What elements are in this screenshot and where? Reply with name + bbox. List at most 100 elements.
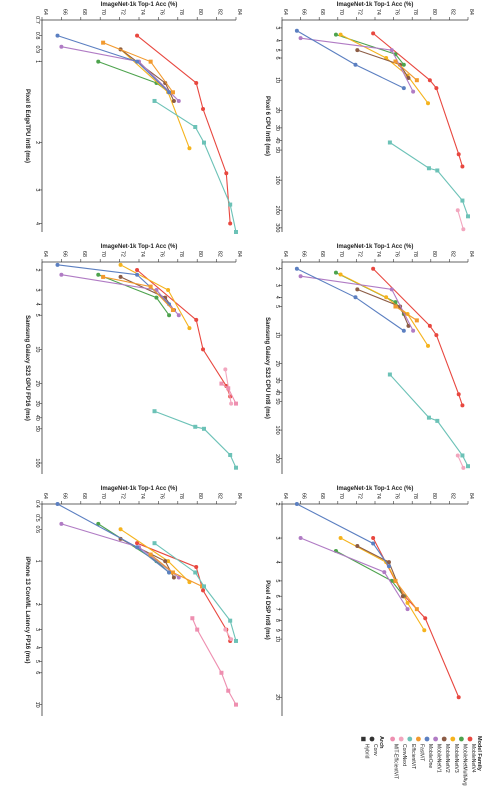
accuracy-tick-label: 80 [197, 493, 203, 499]
latency-tick-label: 40 [34, 415, 40, 421]
data-point [456, 152, 461, 157]
data-point [96, 59, 101, 64]
accuracy-tick-label: 76 [158, 9, 164, 15]
data-point [338, 536, 343, 541]
accuracy-tick-label: 70 [338, 9, 344, 15]
accuracy-tick-label: 80 [197, 251, 203, 257]
chart-panel: 64 66 68 70 72 74 76 78 80 82 84 0.7 0.8 0.9 1 2 3 4 Image… [24, 2, 242, 234]
series-line [372, 268, 463, 406]
data-point [371, 31, 376, 36]
legend-swatch [361, 736, 366, 742]
data-point [96, 521, 101, 526]
latency-tick-label: 30 [34, 401, 40, 407]
chart-panel: 64 66 68 70 72 74 76 78 80 82 84 2 3 4 5 10 20 30 40 50 100 I… [24, 244, 242, 474]
latency-axis-title: Pixel 6 CPU Int8 (ms) [264, 96, 270, 156]
data-point [226, 386, 231, 391]
data-point [405, 607, 410, 612]
latency-tick-label: 0.5 [34, 514, 40, 522]
data-point [223, 367, 228, 372]
accuracy-tick-label: 74 [139, 251, 145, 257]
data-point [423, 616, 428, 621]
data-point [170, 308, 175, 313]
data-point [187, 146, 192, 151]
data-point [223, 627, 228, 632]
latency-tick-label: 40 [274, 389, 280, 395]
data-point [387, 140, 392, 145]
chart-panel: 64 66 68 70 72 74 76 78 80 82 84 2 3 4 5 10 20 30 40 50 100 2… [264, 244, 474, 474]
legend-swatch [441, 736, 447, 742]
data-point [393, 304, 398, 309]
data-point [406, 75, 411, 80]
accuracy-tick-label: 84 [236, 251, 242, 257]
series-line [120, 48, 190, 149]
accuracy-tick-label: 66 [61, 251, 67, 257]
data-point [234, 465, 238, 470]
data-point [55, 262, 60, 267]
series-line [57, 264, 170, 305]
latency-tick-label: 2 [274, 267, 280, 270]
data-point [460, 403, 465, 408]
accuracy-tick-label: 84 [468, 251, 474, 257]
latency-tick-label: 4 [34, 222, 40, 225]
series-line [154, 410, 237, 468]
data-point [101, 274, 106, 279]
latency-tick-label: 7 [274, 608, 280, 611]
latency-tick-label: 10 [34, 702, 40, 708]
data-point [386, 564, 391, 569]
accuracy-tick-label: 78 [412, 251, 418, 257]
accuracy-tick-label: 84 [236, 9, 242, 15]
data-point [338, 32, 343, 37]
accuracy-tick-label: 68 [81, 493, 87, 499]
latency-tick-label: 30 [274, 377, 280, 383]
latency-tick-label: 100 [274, 425, 280, 434]
accuracy-tick-label: 74 [375, 251, 381, 257]
data-point [426, 415, 431, 420]
latency-tick-label: 2 [34, 603, 40, 606]
data-point [353, 62, 358, 67]
legend-swatch [459, 736, 464, 742]
latency-tick-label: 10 [34, 346, 40, 352]
series-line [372, 32, 463, 167]
legend-swatch [398, 736, 404, 742]
data-point [400, 594, 405, 599]
data-point [382, 570, 387, 575]
series-line [61, 523, 180, 578]
data-point [389, 287, 394, 292]
series-line [457, 455, 464, 469]
latency-tick-label: 20 [274, 107, 280, 113]
accuracy-tick-label: 78 [178, 9, 184, 15]
latency-tick-label: 4 [274, 296, 280, 299]
accuracy-tick-label: 76 [394, 9, 400, 15]
data-point [59, 44, 64, 49]
accuracy-axis-title: ImageNet-1k Top-1 Acc (%) [337, 244, 414, 250]
accuracy-tick-label: 64 [282, 251, 288, 257]
chart-panel: 64 66 68 70 72 74 76 78 80 82 84 3 4 5 6 10 20 30 40 50 100 2… [264, 2, 474, 232]
accuracy-tick-label: 68 [319, 251, 325, 257]
accuracy-tick-label: 70 [100, 9, 106, 15]
data-point [294, 28, 299, 33]
data-point [401, 328, 406, 333]
data-point [55, 33, 60, 38]
data-point [194, 565, 199, 570]
data-point [154, 295, 159, 300]
latency-tick-label: 3 [274, 537, 280, 540]
latency-axis-title: Samsung Galaxy S23 CPU Int8 (ms) [264, 317, 270, 419]
data-point [426, 166, 431, 171]
data-point [298, 274, 303, 279]
latency-tick-label: 3 [274, 284, 280, 287]
data-point [135, 268, 140, 273]
legend-label: Hybrid [363, 744, 369, 759]
data-point [176, 575, 181, 580]
data-point [201, 584, 206, 589]
series-line [457, 210, 464, 230]
data-point [193, 570, 198, 575]
data-point [460, 198, 465, 203]
data-point [59, 521, 64, 526]
latency-tick-label: 10 [274, 636, 280, 642]
accuracy-tick-label: 82 [217, 9, 223, 15]
data-point [389, 48, 394, 53]
accuracy-tick-label: 64 [282, 493, 288, 499]
latency-tick-label: 100 [34, 458, 40, 467]
accuracy-tick-label: 82 [449, 251, 455, 257]
data-point [298, 36, 303, 41]
